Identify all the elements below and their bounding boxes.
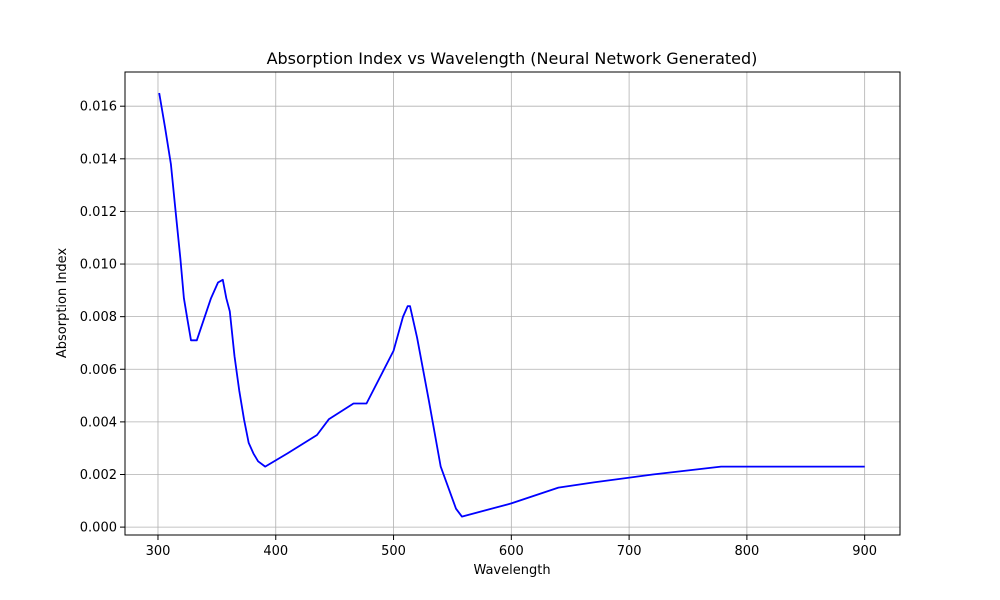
y-tick-label: 0.010 xyxy=(80,258,117,273)
x-tick-label: 700 xyxy=(617,544,642,559)
x-tick-label: 500 xyxy=(381,544,406,559)
x-tick-label: 800 xyxy=(734,544,759,559)
y-tick-label: 0.008 xyxy=(80,310,117,325)
x-tick-label: 300 xyxy=(146,544,171,559)
grid-lines xyxy=(125,72,900,535)
plot-frame xyxy=(124,71,901,536)
x-tick-label: 600 xyxy=(499,544,524,559)
chart-title: Absorption Index vs Wavelength (Neural N… xyxy=(267,49,758,68)
series-line xyxy=(158,92,865,518)
y-tick-label: 0.004 xyxy=(80,415,117,430)
x-axis-label: Wavelength xyxy=(473,563,550,578)
x-axis-ticks: 300 400 500 600 700 800 900 xyxy=(146,535,877,559)
x-tick-label: 900 xyxy=(852,544,877,559)
series-layer xyxy=(158,92,865,518)
x-tick-label: 400 xyxy=(263,544,288,559)
y-tick-label: 0.000 xyxy=(80,521,117,536)
y-tick-label: 0.012 xyxy=(80,205,117,220)
y-tick-label: 0.016 xyxy=(80,100,117,115)
y-axis-label: Absorption Index xyxy=(55,248,70,359)
y-tick-label: 0.006 xyxy=(80,363,117,378)
y-tick-label: 0.002 xyxy=(80,468,117,483)
y-axis-ticks: 0.000 0.002 0.004 0.006 0.008 0.010 0.012 0.014… xyxy=(80,100,125,536)
y-tick-label: 0.014 xyxy=(80,152,117,167)
